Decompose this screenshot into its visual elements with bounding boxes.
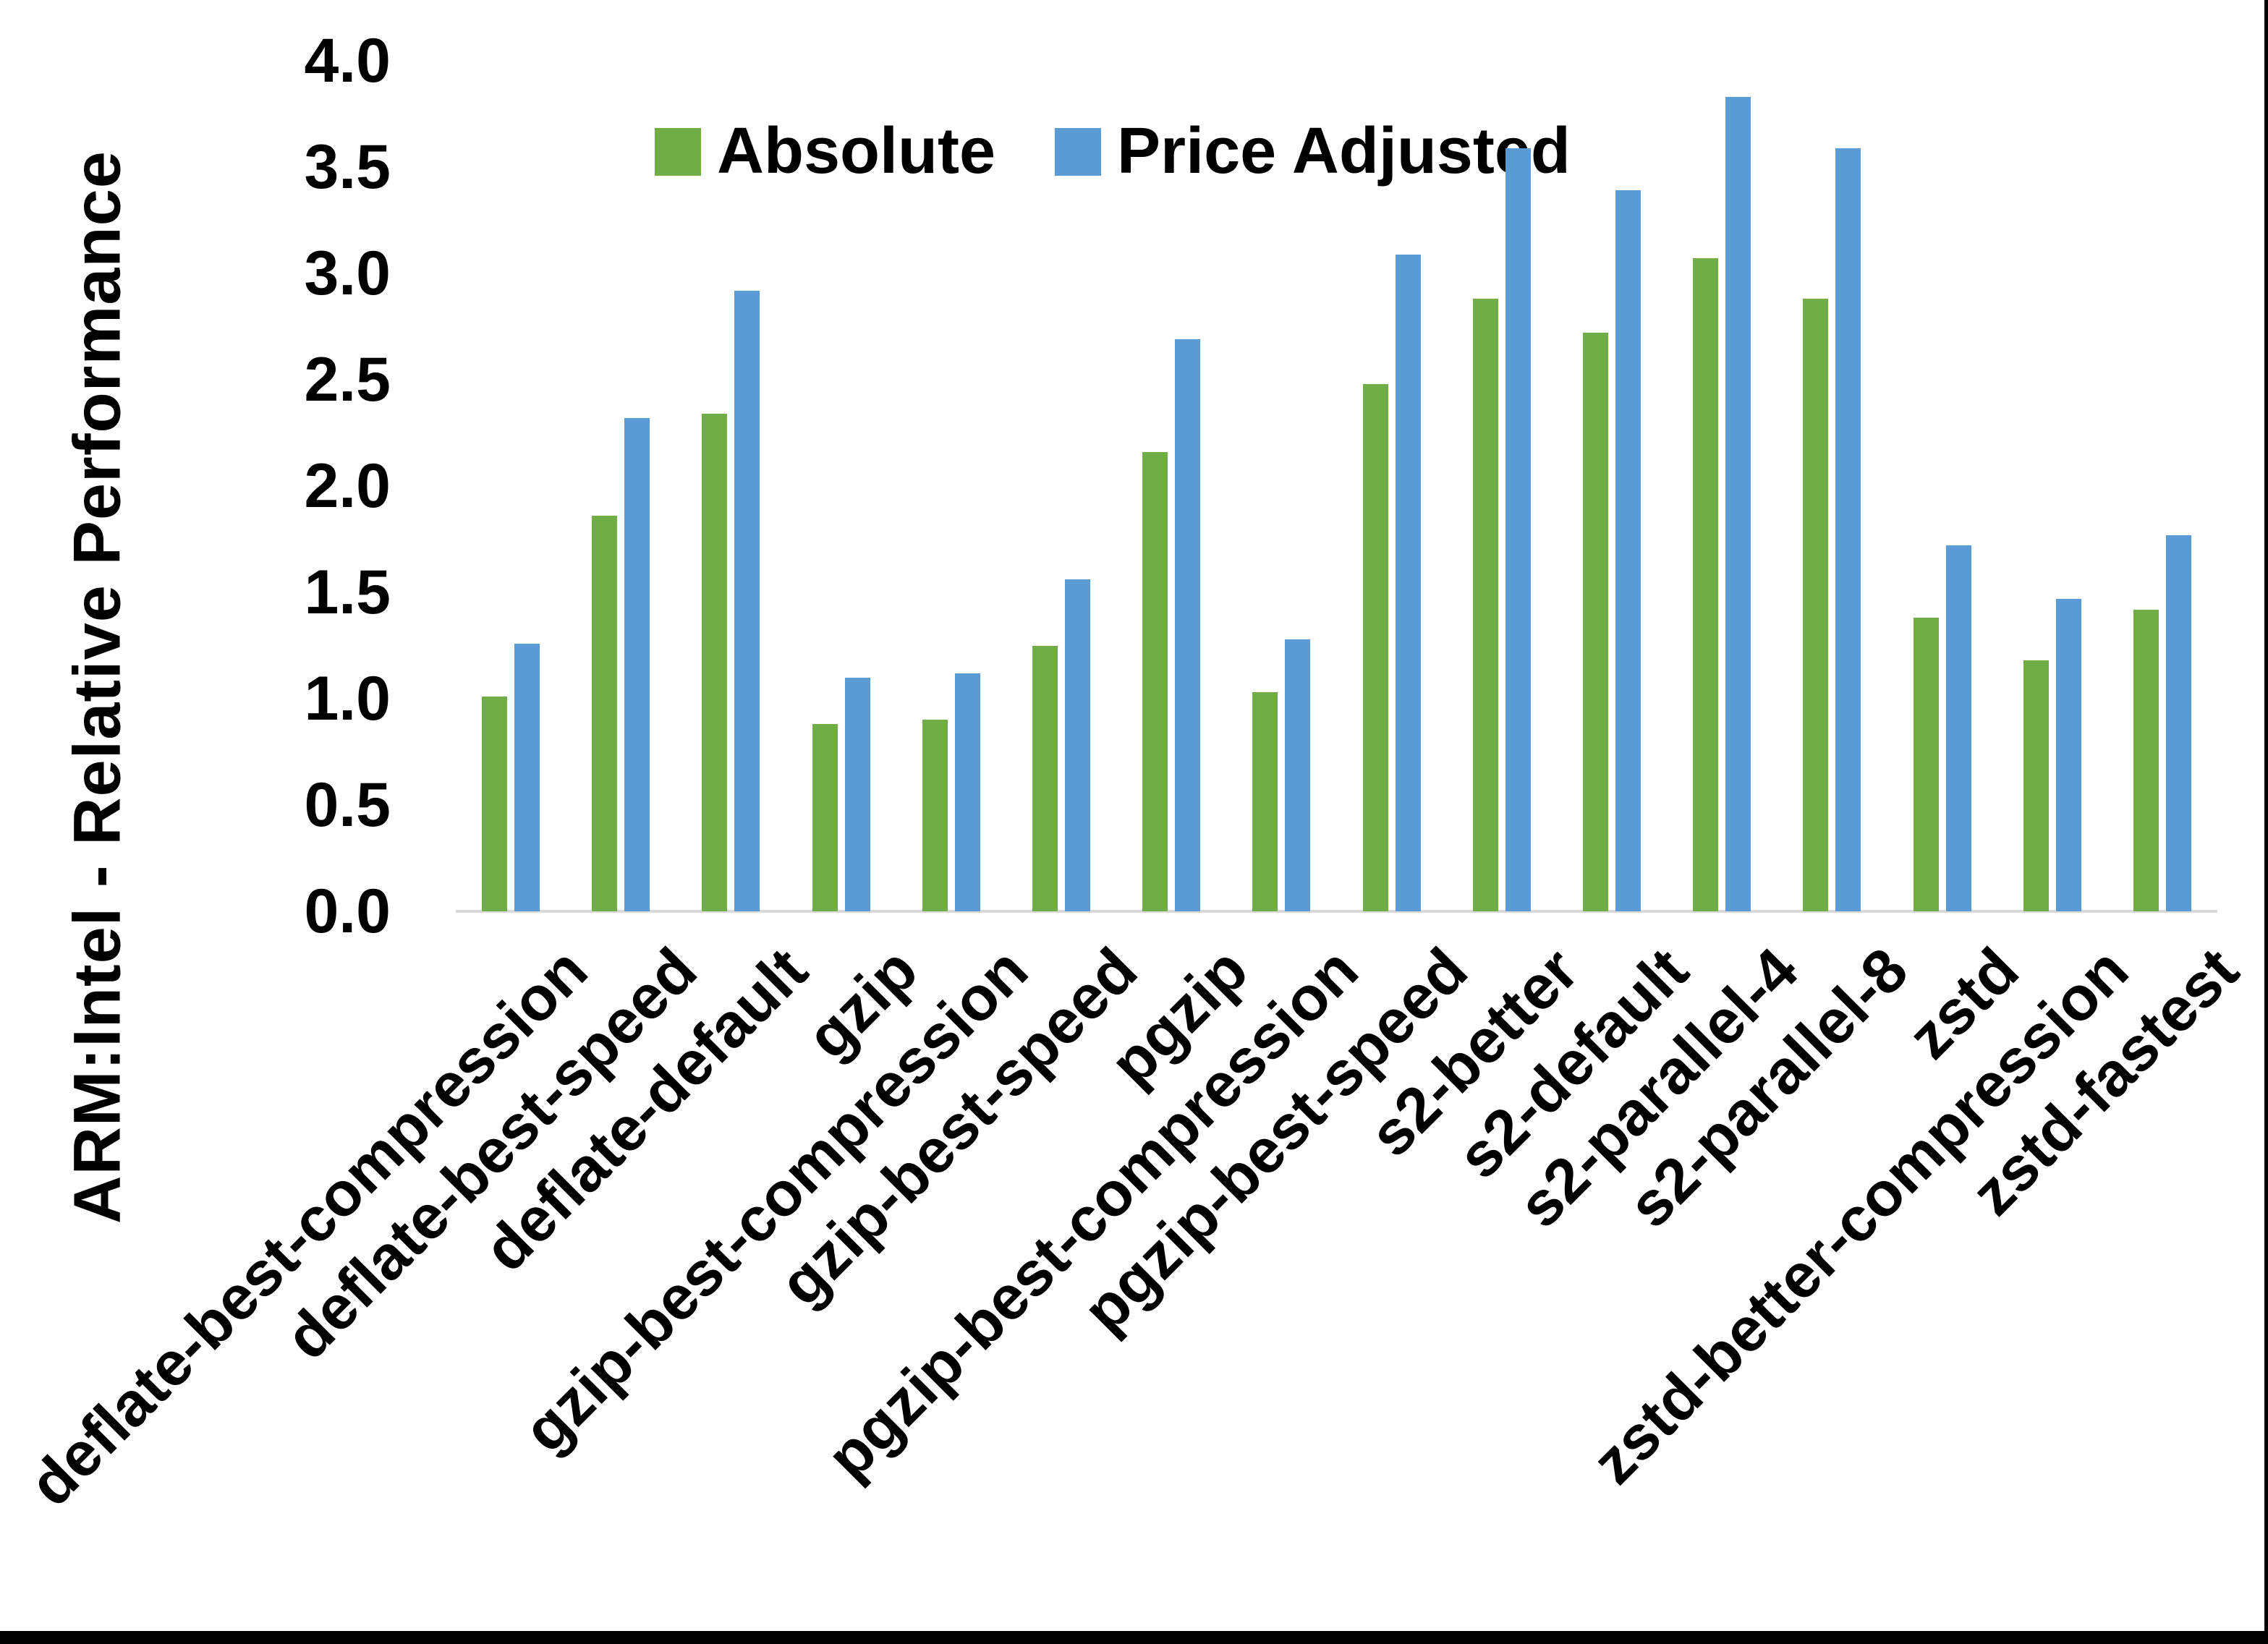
bar-absolute-deflate-default (702, 414, 728, 911)
bar-absolute-s2-parallel-8 (1803, 299, 1829, 911)
y-tick-label-0.0: 0.0 (304, 877, 391, 946)
x-axis-line (456, 910, 2217, 913)
bar-price-adjusted-zstd-better-compression (2055, 598, 2081, 911)
legend-item-absolute: Absolute (655, 114, 995, 189)
bar-absolute-deflate-best-compression (482, 697, 508, 911)
bar-price-adjusted-gzip (844, 677, 870, 911)
bar-absolute-zstd-better-compression (2023, 660, 2049, 911)
legend-label-price-adjusted: Price Adjusted (1117, 115, 1571, 187)
bar-absolute-pgzip (1142, 451, 1168, 911)
bottom-frame-bar (0, 1631, 2268, 1644)
bar-absolute-zstd (1913, 618, 1939, 911)
bar-price-adjusted-pgzip (1175, 339, 1201, 911)
y-tick-label-2.5: 2.5 (304, 345, 391, 414)
bar-price-adjusted-deflate-best-speed (624, 417, 650, 911)
bar-price-adjusted-s2-default (1615, 190, 1641, 911)
right-frame-border (2264, 0, 2268, 1644)
bar-price-adjusted-pgzip-best-speed (1395, 254, 1421, 911)
y-tick-label-1.0: 1.0 (304, 664, 391, 733)
y-tick-label-3.0: 3.0 (304, 239, 391, 308)
legend: Absolute Price Adjusted (655, 114, 1571, 189)
legend-item-price-adjusted: Price Adjusted (1055, 114, 1571, 189)
bar-price-adjusted-deflate-default (734, 290, 760, 911)
bar-absolute-pgzip-best-speed (1362, 383, 1388, 911)
bar-absolute-s2-default (1582, 333, 1608, 911)
bar-absolute-deflate-best-speed (592, 516, 618, 911)
bar-price-adjusted-zstd (1945, 545, 1971, 911)
bar-price-adjusted-zstd-fastest (2165, 534, 2191, 911)
bar-absolute-gzip-best-speed (1032, 645, 1058, 911)
y-tick-label-2.0: 2.0 (304, 451, 391, 521)
bar-price-adjusted-gzip-best-compression (954, 673, 980, 911)
bar-absolute-gzip (812, 724, 838, 911)
legend-label-absolute: Absolute (717, 115, 996, 187)
bar-absolute-zstd-fastest (2133, 609, 2159, 911)
bar-absolute-gzip-best-compression (922, 720, 948, 911)
bar-absolute-s2-better (1472, 299, 1498, 911)
y-tick-label-3.5: 3.5 (304, 132, 391, 202)
bar-price-adjusted-s2-better (1505, 148, 1531, 911)
y-tick-label-4.0: 4.0 (304, 26, 391, 95)
bar-absolute-pgzip-best-compression (1252, 692, 1278, 911)
bar-price-adjusted-s2-parallel-8 (1835, 148, 1861, 911)
bar-price-adjusted-deflate-best-compression (514, 643, 540, 911)
legend-swatch-absolute (655, 127, 701, 176)
legend-swatch-price-adjusted (1055, 127, 1102, 176)
plot-area (456, 61, 2217, 913)
y-axis-title: ARM:Intel - Relative Performance (60, 150, 135, 1224)
bar-price-adjusted-s2-parallel-4 (1725, 96, 1751, 911)
y-tick-label-1.5: 1.5 (304, 558, 391, 627)
bar-price-adjusted-pgzip-best-compression (1285, 639, 1311, 911)
bar-price-adjusted-gzip-best-speed (1065, 579, 1091, 911)
y-tick-label-0.5: 0.5 (304, 770, 391, 840)
bar-absolute-s2-parallel-4 (1693, 258, 1719, 911)
